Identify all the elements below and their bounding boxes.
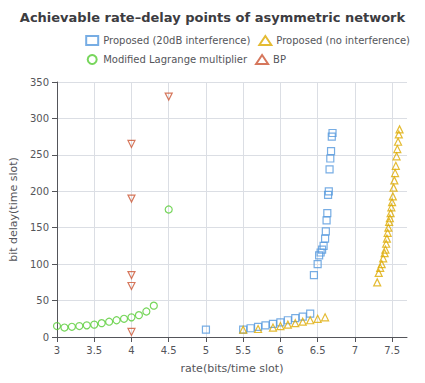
- svg-text:bit delay(time slot): bit delay(time slot): [7, 157, 20, 262]
- svg-text:300: 300: [30, 113, 49, 124]
- svg-text:250: 250: [30, 149, 49, 160]
- svg-text:4: 4: [128, 345, 134, 356]
- svg-text:350: 350: [30, 77, 49, 88]
- svg-text:Modified Lagrange multiplier: Modified Lagrange multiplier: [103, 54, 248, 65]
- svg-text:150: 150: [30, 222, 49, 233]
- svg-text:4.5: 4.5: [161, 345, 177, 356]
- svg-text:7.5: 7.5: [384, 345, 400, 356]
- svg-text:BP: BP: [273, 54, 286, 65]
- svg-text:200: 200: [30, 186, 49, 197]
- svg-text:6.5: 6.5: [310, 345, 326, 356]
- svg-text:5: 5: [203, 345, 209, 356]
- svg-text:7: 7: [352, 345, 358, 356]
- svg-text:3.5: 3.5: [86, 345, 102, 356]
- svg-text:0: 0: [43, 332, 49, 343]
- svg-text:rate(bits/time slot): rate(bits/time slot): [181, 362, 284, 375]
- svg-text:Achievable rate–delay points o: Achievable rate–delay points of asymmetr…: [20, 10, 406, 25]
- svg-text:5.5: 5.5: [235, 345, 251, 356]
- svg-text:Proposed (20dB interference): Proposed (20dB interference): [103, 35, 250, 46]
- svg-text:3: 3: [54, 345, 60, 356]
- svg-text:50: 50: [36, 295, 49, 306]
- svg-text:100: 100: [30, 259, 49, 270]
- svg-text:6: 6: [277, 345, 283, 356]
- svg-text:Proposed (no interference): Proposed (no interference): [276, 35, 410, 46]
